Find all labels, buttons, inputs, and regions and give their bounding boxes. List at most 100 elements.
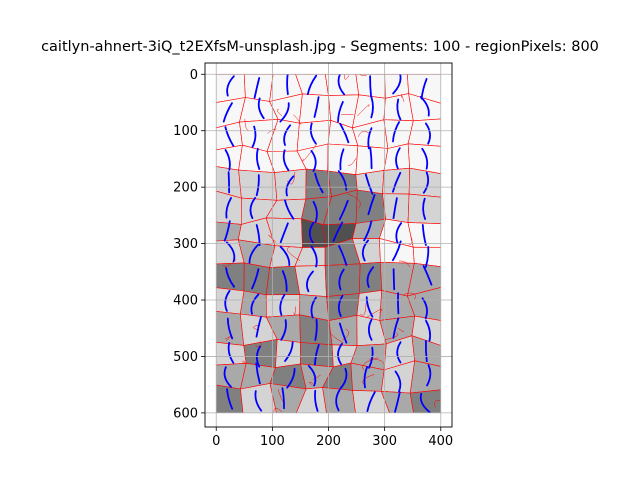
segment-boundary	[384, 332, 398, 340]
orientation-stroke	[279, 102, 290, 123]
orientation-stroke	[279, 245, 291, 266]
orientation-stroke	[223, 220, 231, 242]
segment-region	[274, 168, 307, 201]
orientation-stroke	[226, 388, 234, 410]
segment-region	[324, 263, 361, 297]
orientation-stroke	[394, 370, 402, 393]
orientation-stroke	[422, 265, 433, 286]
segment-region	[407, 262, 441, 297]
segment-boundary	[408, 235, 413, 246]
orientation-stroke	[248, 243, 260, 264]
orientation-stroke	[392, 197, 398, 219]
segment-boundary	[434, 400, 441, 408]
chart-title: caitlyn-ahnert-3iQ_t2EXfsM-unsplash.jpg …	[41, 39, 599, 55]
orientation-stroke	[392, 317, 400, 339]
segment-boundary	[277, 389, 284, 403]
segment-region	[275, 339, 301, 368]
orientation-stroke	[255, 315, 262, 338]
orientation-stroke	[392, 121, 400, 143]
segment-boundary	[287, 246, 301, 261]
orientation-stroke	[370, 96, 374, 119]
orientation-stroke	[368, 346, 374, 369]
orientation-stroke	[280, 319, 287, 341]
orientation-stroke	[314, 389, 319, 412]
segment-boundary	[403, 292, 416, 300]
orientation-stroke	[251, 125, 257, 148]
orientation-stroke	[282, 149, 290, 172]
orientation-stroke	[279, 293, 286, 316]
segment-region	[322, 387, 356, 413]
segment-region	[269, 383, 307, 413]
orientation-stroke	[338, 245, 348, 266]
orientation-stroke	[419, 392, 431, 413]
orientation-stroke	[306, 74, 318, 96]
orientation-stroke	[310, 296, 317, 319]
orientation-stroke	[424, 246, 430, 268]
segment-boundary	[401, 94, 405, 102]
orientation-stroke	[253, 77, 261, 99]
segment-region	[216, 311, 245, 346]
orientation-stroke	[224, 289, 231, 312]
orientation-stroke	[392, 74, 402, 95]
orientation-stroke	[312, 200, 318, 223]
segment-region	[294, 265, 327, 297]
orientation-stroke	[250, 293, 260, 315]
segmented-image	[216, 74, 441, 413]
orientation-stroke	[422, 171, 430, 194]
segment-boundary	[347, 193, 361, 209]
orientation-stroke	[395, 222, 403, 244]
y-tick-label: 400	[173, 294, 198, 309]
orientation-stroke	[337, 294, 344, 317]
orientation-stroke	[224, 126, 235, 147]
orientation-stroke	[419, 96, 430, 117]
orientation-stroke	[314, 343, 320, 366]
orientation-stroke	[339, 367, 348, 390]
orientation-stroke	[314, 318, 318, 341]
segment-region	[240, 383, 277, 413]
orientation-stroke	[307, 365, 317, 387]
x-axis-ticks: 0 100 200 300 400	[212, 427, 453, 449]
segment-boundary	[329, 331, 344, 344]
orientation-stroke	[227, 171, 231, 194]
segment-region	[328, 314, 358, 347]
segment-boundary	[302, 143, 318, 162]
x-tick-label: 200	[316, 434, 341, 449]
segment-boundary	[342, 328, 350, 341]
orientation-stroke	[364, 173, 374, 195]
orientation-stroke	[257, 97, 265, 120]
orientation-stroke	[395, 147, 401, 170]
orientation-stroke	[338, 268, 345, 291]
segment-region	[407, 193, 441, 224]
segment-boundary	[348, 158, 357, 166]
orientation-stroke	[338, 322, 348, 344]
segment-boundary	[399, 260, 411, 268]
orientation-stroke	[424, 340, 428, 363]
orientation-stroke	[255, 362, 261, 385]
orientation-stroke	[255, 174, 260, 197]
orientation-stroke	[337, 101, 344, 123]
orientation-stroke	[283, 124, 292, 146]
orientation-stroke	[396, 98, 402, 121]
orientation-stroke	[313, 96, 320, 118]
x-tick-label: 400	[428, 434, 453, 449]
segment-region	[239, 290, 267, 318]
orientation-stroke	[226, 317, 234, 340]
orientation-stroke	[337, 342, 343, 365]
segment-boundary	[397, 328, 405, 332]
orientation-stroke	[255, 147, 261, 170]
segment-region	[408, 167, 441, 198]
orientation-stroke	[369, 75, 372, 98]
orientation-stroke	[396, 341, 402, 364]
orientation-stroke	[363, 366, 368, 389]
orientation-stroke	[339, 122, 350, 144]
segment-boundary	[362, 357, 379, 371]
x-tick-label: 0	[212, 434, 220, 449]
orientation-stroke	[249, 197, 256, 219]
orientation-stroke	[223, 366, 232, 388]
orientation-stroke	[285, 175, 295, 197]
segment-region	[409, 360, 441, 394]
y-axis-ticks: 0 100 200 300 400 500 600	[173, 68, 205, 421]
grid-lines	[205, 63, 452, 427]
orientation-stroke	[367, 127, 373, 150]
